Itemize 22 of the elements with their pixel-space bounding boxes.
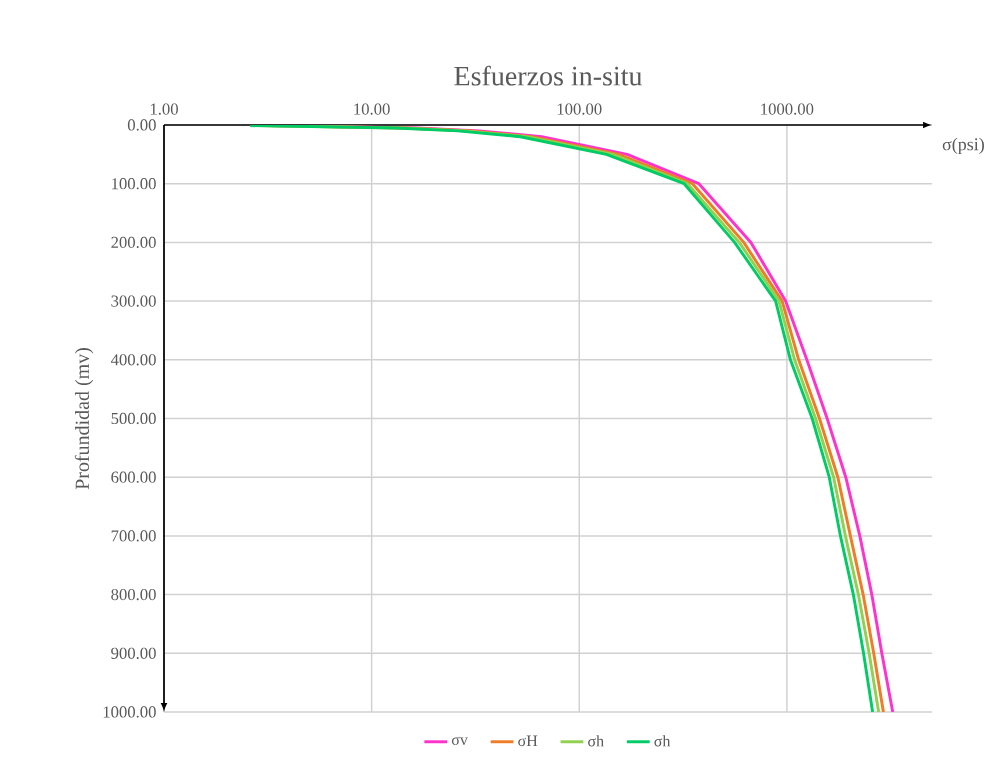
legend-label: σH xyxy=(518,735,538,747)
y-tick-label: 700.00 xyxy=(111,530,156,542)
y-tick-label: 600.00 xyxy=(111,471,156,483)
legend-label: σv xyxy=(451,736,468,746)
y-tick-label: 0.00 xyxy=(127,119,156,131)
y-tick-label: 100.00 xyxy=(112,178,156,190)
y-tick-label: 400.00 xyxy=(110,354,156,366)
y-tick-label: 900.00 xyxy=(111,647,156,659)
x-tick-label: 1.00 xyxy=(150,103,178,115)
y-tick-label: 300.00 xyxy=(111,295,156,307)
y-tick-label: 800.00 xyxy=(111,588,156,601)
x-tick-label: 10.00 xyxy=(354,103,390,115)
legend-label: σh xyxy=(654,735,671,747)
y-axis-title: Profundidad (mv) xyxy=(74,348,94,490)
x-tick-label: 100.00 xyxy=(557,103,602,115)
y-tick-label: 200.00 xyxy=(111,236,156,249)
legend-label: σh xyxy=(588,735,604,747)
y-tick-label: 1000.00 xyxy=(103,706,156,718)
y-tick-label: 500.00 xyxy=(111,412,156,425)
x-axis-title: σ(psi) xyxy=(942,137,984,155)
x-tick-label: 1000.00 xyxy=(761,103,814,115)
chart-title: Esfuerzos in-situ xyxy=(454,65,643,86)
